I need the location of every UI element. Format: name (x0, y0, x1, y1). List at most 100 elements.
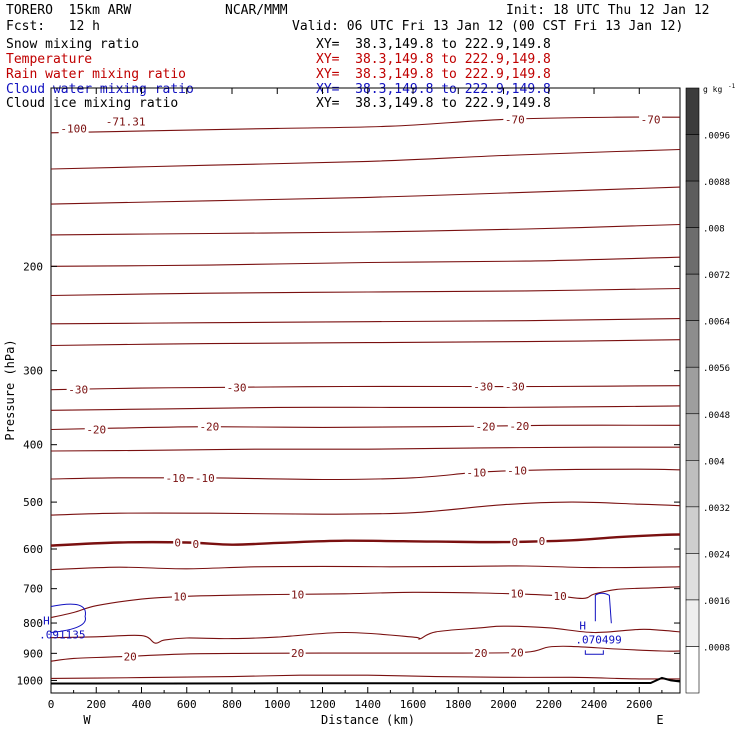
field-name-snow: Snow mixing ratio (6, 37, 140, 52)
contour-label-bg (503, 380, 527, 393)
contour-label: -30 (227, 381, 247, 394)
contour-label: 20 (291, 647, 304, 660)
cloud-water-contour (594, 592, 612, 624)
terrain-surface (51, 676, 681, 685)
contour-label-bg (163, 471, 187, 484)
cloud-water-max-marker: H (43, 615, 50, 628)
contour-label: 20 (124, 651, 137, 664)
contour-label: -20 (475, 421, 495, 434)
colorbar-segment (685, 553, 700, 601)
contour-label: -30 (68, 384, 88, 397)
colorbar-label: .008 (703, 225, 725, 235)
contour-label: -70 (505, 113, 525, 126)
contour-label-bg (193, 471, 217, 484)
colorbar-label: .0088 (703, 178, 730, 188)
contour-label: 0 (539, 535, 546, 548)
contour-label-bg (472, 647, 489, 660)
x-tick-label: 1600 (400, 698, 427, 711)
contour-label-bg (537, 535, 547, 548)
isotherm-minus-30 (51, 385, 680, 391)
isotherm-5 (51, 565, 680, 571)
contour-label: 10 (173, 590, 186, 603)
colorbar-label: .0056 (703, 364, 730, 374)
contour-label-bg (510, 536, 520, 549)
contour-label: 0 (192, 538, 199, 551)
isotherm-25 (51, 674, 680, 680)
isotherm-minus-20 (51, 424, 680, 431)
org-label: NCAR/MMM (225, 3, 288, 18)
isotherm-minus-5 (51, 501, 680, 516)
colorbar-label: .0048 (703, 411, 730, 421)
colorbar-label: .0032 (703, 504, 730, 514)
field-xy-temperature: XY= 38.3,149.8 to 222.9,149.8 (316, 52, 551, 67)
isotherm-10 (51, 586, 680, 619)
contour-label: -10 (166, 472, 186, 485)
colorbar-segment (685, 413, 700, 461)
contour-label: -20 (199, 421, 219, 434)
x-tick-label: 1000 (264, 698, 291, 711)
colorbar-segment (685, 366, 700, 415)
isotherm-minus-45 (51, 287, 680, 297)
colorbar-unit-exponent: -1 (728, 83, 736, 90)
colorbar-segment (685, 227, 700, 275)
y-tick-label: 800 (23, 617, 43, 630)
isotherm-minus-70 (51, 116, 680, 134)
contour-label: -10 (195, 472, 215, 485)
field-name-cloud-water: Cloud water mixing ratio (6, 82, 194, 97)
contour-label-bg (197, 420, 221, 433)
colorbar-segment (685, 646, 700, 694)
cloud-water-max-value: .070499 (575, 633, 621, 646)
colorbar-segment (685, 134, 700, 182)
contour-label-bg (103, 115, 148, 128)
x-tick-label: 1800 (445, 698, 472, 711)
y-tick-label: 300 (23, 365, 43, 378)
colorbar-label: .0072 (703, 271, 730, 281)
y-tick-label: 1000 (17, 674, 44, 687)
colorbar-label: .0016 (703, 597, 730, 607)
x-tick-label: 1200 (309, 698, 336, 711)
contour-label: -30 (505, 380, 525, 393)
contour-label: 10 (553, 590, 566, 603)
isotherm-minus-35 (51, 339, 680, 347)
contour-label: -10 (466, 467, 486, 480)
y-tick-label: 200 (23, 260, 43, 273)
contour-label: 20 (474, 647, 487, 660)
contour-label: -70 (641, 113, 661, 126)
x-tick-label: 400 (132, 698, 152, 711)
contour-label: 10 (291, 588, 304, 601)
colorbar: .0096 .0088 .008 .0072 .0064 .0056 .0048 .004 .0… (685, 83, 736, 694)
contour-label: -20 (509, 420, 529, 433)
isotherm-minus-50 (51, 256, 680, 267)
x-tick-label: 2400 (581, 698, 608, 711)
colorbar-segment (685, 599, 700, 647)
contour-label-bg (552, 589, 569, 602)
field-name-cloud-ice: Cloud ice mixing ratio (6, 96, 179, 111)
contour-label-bg (503, 113, 527, 126)
x-axis-label: Distance (km) (321, 713, 415, 727)
contour-label: 0 (174, 536, 181, 549)
contour-label-bg (473, 420, 497, 433)
contour-label: 0 (512, 536, 519, 549)
colorbar-segment (685, 460, 700, 508)
contour-label-bg (507, 420, 531, 433)
contour-label-bg (122, 650, 139, 663)
y-tick-label: 700 (23, 583, 43, 596)
init-label: Init: 18 UTC Thu 12 Jan 12 (506, 3, 710, 18)
y-tick-label: 600 (23, 543, 43, 556)
colorbar-segment (685, 87, 700, 135)
contour-label-bg (509, 646, 526, 659)
cloud-water-contour (584, 650, 604, 655)
isotherm-0 (51, 533, 680, 547)
contour-label: 10 (510, 587, 523, 600)
isotherm-minus-10 (51, 468, 680, 481)
contour-label-bg (171, 590, 188, 603)
isotherm-15 (51, 625, 680, 644)
isotherm-minus-65 (51, 148, 680, 170)
field-xy-rain: XY= 38.3,149.8 to 222.9,149.8 (316, 67, 551, 82)
east-label: E (656, 713, 663, 727)
contour-label-bg (58, 122, 89, 135)
isotherm-minus-40 (51, 318, 680, 325)
contour-label-bg (225, 381, 249, 394)
